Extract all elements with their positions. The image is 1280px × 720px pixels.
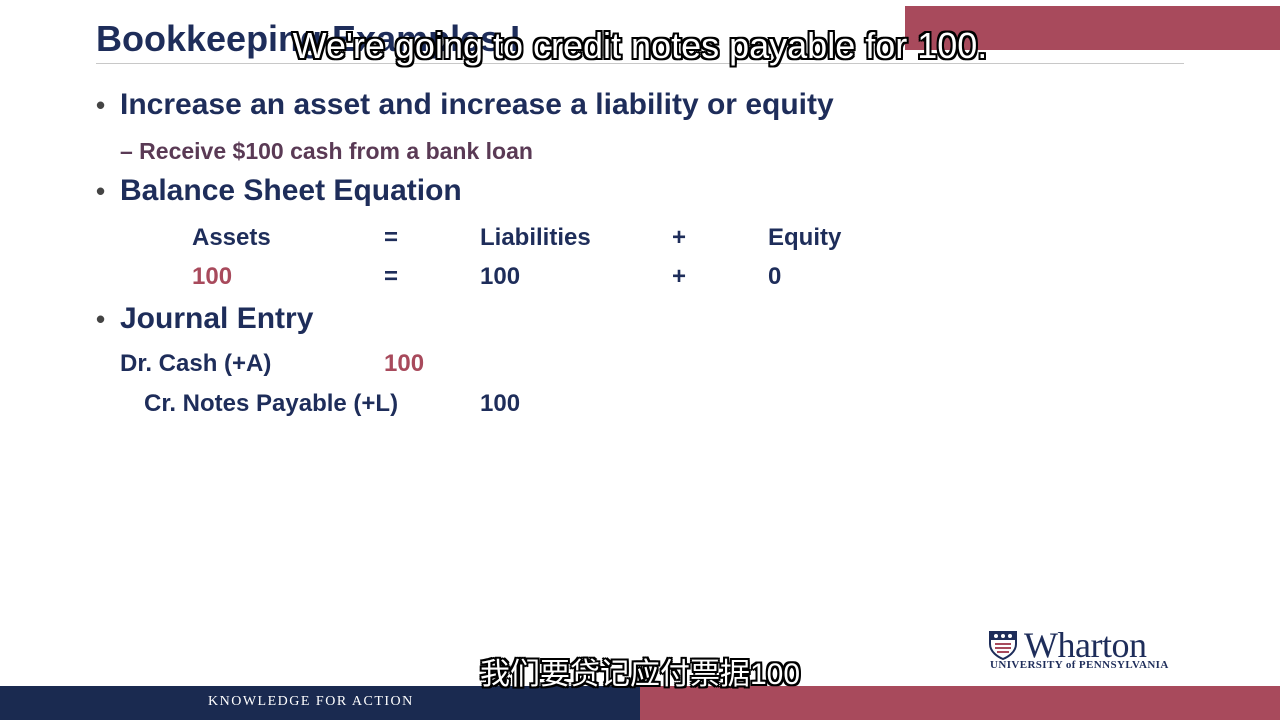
logo-wordmark: Wharton [1024, 625, 1147, 665]
equation-header-liabilities: Liabilities [480, 224, 591, 251]
bullet-dot: • [96, 90, 106, 120]
footer-tagline: KNOWLEDGE FOR ACTION [208, 694, 414, 709]
bullet-journal-entry: • Journal Entry [96, 302, 313, 336]
wharton-logo: Wharton UNIVERSITY of PENNSYLVANIA [988, 625, 1198, 674]
journal-debit-amount: 100 [384, 350, 425, 377]
equation-value-equals: = [384, 263, 399, 290]
equation-header-equals: = [384, 224, 399, 251]
journal-credit-account: Cr. Notes Payable (+L) [144, 390, 399, 417]
logo-subtitle: UNIVERSITY of PENNSYLVANIA [990, 659, 1169, 671]
bullet-text: Journal Entry [120, 302, 314, 335]
equation-value-liabilities: 100 [480, 263, 521, 290]
title-divider [96, 63, 1184, 64]
bullet-dot: • [96, 176, 106, 206]
bullet-text: Increase an asset and increase a liabili… [120, 88, 834, 121]
equation-header-plus: + [672, 224, 687, 251]
equation-value-plus: + [672, 263, 687, 290]
penn-shield-icon [989, 631, 1017, 660]
journal-credit-amount: 100 [480, 390, 521, 417]
equation-header-assets: Assets [192, 224, 271, 251]
header-accent-bar [905, 6, 1280, 50]
equation-value-equity: 0 [768, 263, 782, 290]
bullet-dot: • [96, 304, 106, 334]
bullet-text: Balance Sheet Equation [120, 174, 462, 207]
subtitle-chinese: 我们要贷记应付票据100 [479, 658, 801, 691]
subtitle-english: We're going to credit notes payable for … [292, 25, 988, 66]
slide-title: Bookkeeping Examples I [96, 18, 521, 59]
equation-value-assets: 100 [192, 263, 233, 290]
sub-bullet-receive-cash: – Receive $100 cash from a bank loan [120, 138, 533, 164]
journal-debit-account: Dr. Cash (+A) [120, 350, 272, 377]
footer-bar-red [640, 686, 1280, 720]
footer-bar-navy: KNOWLEDGE FOR ACTION [0, 686, 640, 720]
equation-header-equity: Equity [768, 224, 842, 251]
bullet-balance-sheet: • Balance Sheet Equation [96, 174, 462, 208]
bullet-increase-asset: • Increase an asset and increase a liabil… [96, 88, 834, 122]
